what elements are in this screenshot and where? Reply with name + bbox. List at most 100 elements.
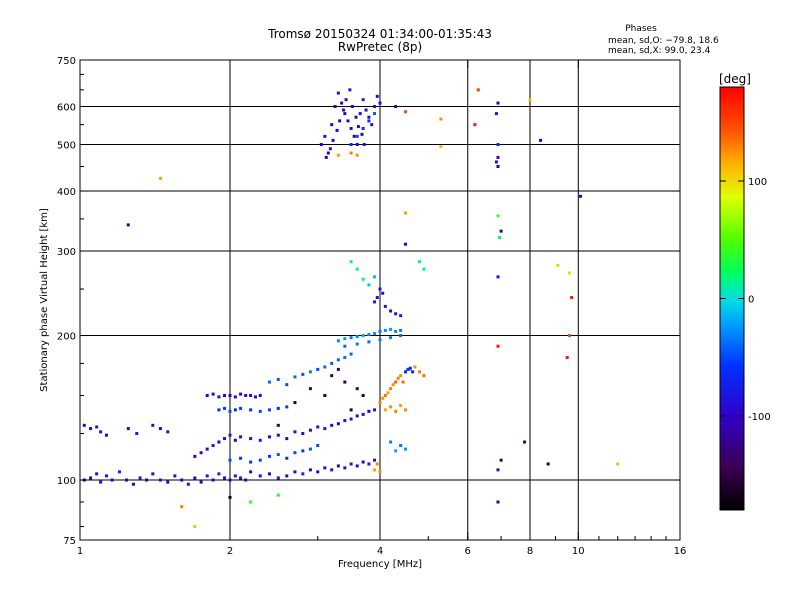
data-point (473, 123, 477, 127)
data-point (138, 476, 142, 480)
x-tick-label: 6 (465, 546, 471, 557)
y-tick-label: 75 (63, 536, 76, 547)
data-point (373, 331, 377, 335)
data-point (375, 462, 379, 466)
data-point (373, 468, 377, 472)
data-point (285, 456, 289, 460)
data-point (308, 428, 312, 432)
data-point (349, 143, 353, 147)
x-tick-label: 16 (674, 546, 687, 557)
data-point (126, 427, 130, 431)
data-point (496, 468, 500, 472)
data-point (358, 112, 362, 116)
data-point (239, 435, 243, 439)
stats-heading: Phases (625, 24, 657, 34)
data-point (361, 460, 365, 464)
data-point (158, 427, 162, 431)
data-point (110, 478, 114, 482)
data-point (378, 338, 382, 342)
data-point (205, 447, 209, 451)
data-point (293, 401, 297, 405)
data-point (324, 155, 328, 159)
data-point (338, 119, 342, 123)
data-point (249, 437, 253, 441)
data-point (158, 176, 162, 180)
data-point (355, 335, 359, 339)
data-point (381, 396, 385, 400)
data-point (323, 134, 327, 138)
data-point (498, 236, 502, 240)
data-point (99, 430, 103, 434)
data-point (343, 419, 347, 423)
data-point (211, 478, 215, 482)
data-point (361, 98, 365, 102)
data-point (145, 478, 149, 482)
data-point (233, 438, 237, 442)
data-point (323, 365, 327, 369)
data-point (373, 300, 377, 304)
data-point (565, 355, 569, 359)
data-point (399, 374, 403, 378)
data-point (546, 462, 550, 466)
data-point (131, 482, 135, 486)
data-point (422, 267, 426, 271)
data-point (285, 474, 289, 478)
data-point (323, 427, 327, 431)
data-point (308, 387, 312, 391)
data-point (344, 98, 348, 102)
data-point (95, 472, 99, 476)
y-tick-label: 100 (57, 476, 76, 487)
data-point (355, 387, 359, 391)
data-point (228, 495, 232, 499)
data-point (378, 401, 382, 405)
data-point (346, 119, 350, 123)
data-point (399, 334, 403, 338)
data-point (89, 476, 93, 480)
data-point (244, 394, 248, 398)
data-point (253, 395, 257, 399)
data-point (361, 334, 365, 338)
data-point (373, 275, 377, 279)
data-point (330, 123, 334, 127)
data-point (350, 105, 354, 109)
x-axis-label: Frequency [MHz] (338, 559, 422, 570)
data-point (233, 395, 237, 399)
data-point (342, 108, 346, 112)
data-point (276, 377, 280, 381)
data-point (411, 370, 415, 374)
data-point (99, 480, 103, 484)
data-point (308, 468, 312, 472)
data-point (343, 112, 347, 116)
data-point (223, 394, 227, 398)
data-point (413, 365, 417, 369)
data-point (422, 374, 426, 378)
data-point (186, 482, 190, 486)
data-point (373, 112, 377, 116)
data-point (293, 470, 297, 474)
data-point (308, 447, 312, 451)
x-tick-label: 2 (227, 546, 233, 557)
data-point (343, 337, 347, 341)
data-point (328, 147, 332, 151)
data-point (104, 433, 108, 437)
data-point (496, 101, 500, 105)
data-point (285, 383, 289, 387)
data-point (267, 380, 271, 384)
data-point (349, 126, 353, 130)
data-point (193, 476, 197, 480)
data-point (417, 370, 421, 374)
data-point (389, 327, 393, 331)
data-point (361, 394, 365, 398)
data-point (394, 449, 398, 453)
data-point (352, 134, 356, 138)
grid-lines (80, 60, 680, 540)
data-point (323, 466, 327, 470)
data-point (285, 437, 289, 441)
stats-line-x: mean, sd,X: 99.0, 23.4 (608, 46, 711, 56)
data-point (316, 367, 320, 371)
data-point (439, 117, 443, 121)
data-point (389, 387, 393, 391)
data-point (95, 425, 99, 429)
data-point (567, 334, 571, 338)
data-point (267, 408, 271, 412)
